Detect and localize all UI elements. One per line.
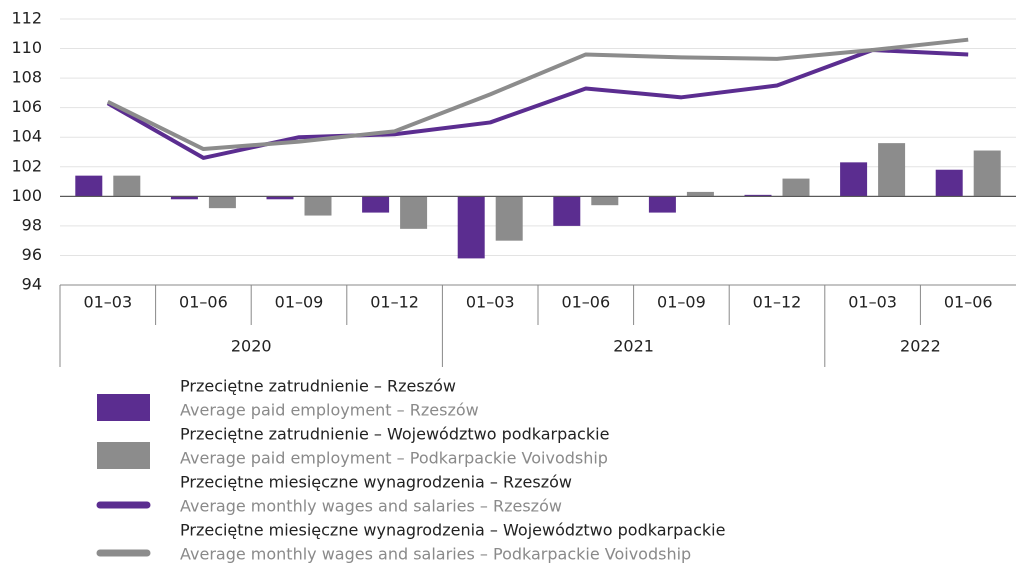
x-tick-label: 01–06 bbox=[944, 293, 993, 312]
y-tick-label: 108 bbox=[11, 68, 42, 87]
legend-label-en: Average paid employment – Rzeszów bbox=[180, 401, 479, 420]
x-tick-label: 01–03 bbox=[466, 293, 515, 312]
bar bbox=[744, 194, 772, 197]
bar bbox=[935, 169, 963, 197]
bar bbox=[591, 196, 619, 206]
legend-label: Przeciętne miesięczne wynagrodzenia – Wo… bbox=[180, 521, 725, 540]
y-tick-label: 102 bbox=[11, 156, 42, 175]
bar bbox=[457, 196, 485, 259]
bar bbox=[782, 178, 810, 197]
legend-label-en: Average paid employment – Podkarpackie V… bbox=[180, 449, 608, 468]
y-tick-label: 112 bbox=[11, 9, 42, 28]
line bbox=[106, 37, 969, 152]
y-tick-label: 96 bbox=[22, 245, 42, 264]
x-tick-label: 01–09 bbox=[657, 293, 706, 312]
group-label: 2021 bbox=[613, 337, 654, 356]
y-tick-label: 98 bbox=[22, 215, 42, 234]
legend-swatch bbox=[97, 394, 150, 421]
bar bbox=[208, 196, 236, 209]
y-tick-label: 100 bbox=[11, 186, 42, 205]
y-tick-label: 110 bbox=[11, 38, 42, 57]
legend-label-en: Average monthly wages and salaries – Rze… bbox=[180, 497, 562, 516]
x-tick-label: 01–03 bbox=[848, 293, 897, 312]
x-tick-label: 01–03 bbox=[83, 293, 132, 312]
line bbox=[106, 48, 969, 160]
bar bbox=[973, 150, 1001, 197]
bar bbox=[113, 175, 141, 197]
y-tick-label: 104 bbox=[11, 127, 42, 146]
bar bbox=[686, 191, 714, 197]
legend-label-en: Average monthly wages and salaries – Pod… bbox=[180, 545, 691, 564]
x-tick-label: 01–12 bbox=[753, 293, 802, 312]
x-tick-label: 01–06 bbox=[179, 293, 228, 312]
bar bbox=[878, 143, 906, 197]
legend-label: Przeciętne zatrudnienie – Województwo po… bbox=[180, 425, 609, 444]
legend-label: Przeciętne miesięczne wynagrodzenia – Rz… bbox=[180, 473, 572, 492]
bar bbox=[648, 196, 676, 213]
y-tick-label: 94 bbox=[22, 275, 42, 294]
legend-label: Przeciętne zatrudnienie – Rzeszów bbox=[180, 377, 456, 396]
bar bbox=[304, 196, 332, 216]
legend-swatch bbox=[97, 442, 150, 469]
x-tick-label: 01–06 bbox=[561, 293, 610, 312]
group-label: 2022 bbox=[900, 337, 941, 356]
bar bbox=[553, 196, 581, 226]
y-tick-label: 106 bbox=[11, 97, 42, 116]
bar bbox=[75, 175, 103, 197]
bar bbox=[400, 196, 428, 229]
x-tick-label: 01–09 bbox=[275, 293, 324, 312]
bar bbox=[170, 196, 198, 200]
bar bbox=[495, 196, 523, 241]
x-tick-label: 01–12 bbox=[370, 293, 419, 312]
bar bbox=[362, 196, 390, 213]
group-label: 2020 bbox=[231, 337, 272, 356]
bar bbox=[266, 196, 294, 200]
bar bbox=[840, 162, 868, 197]
